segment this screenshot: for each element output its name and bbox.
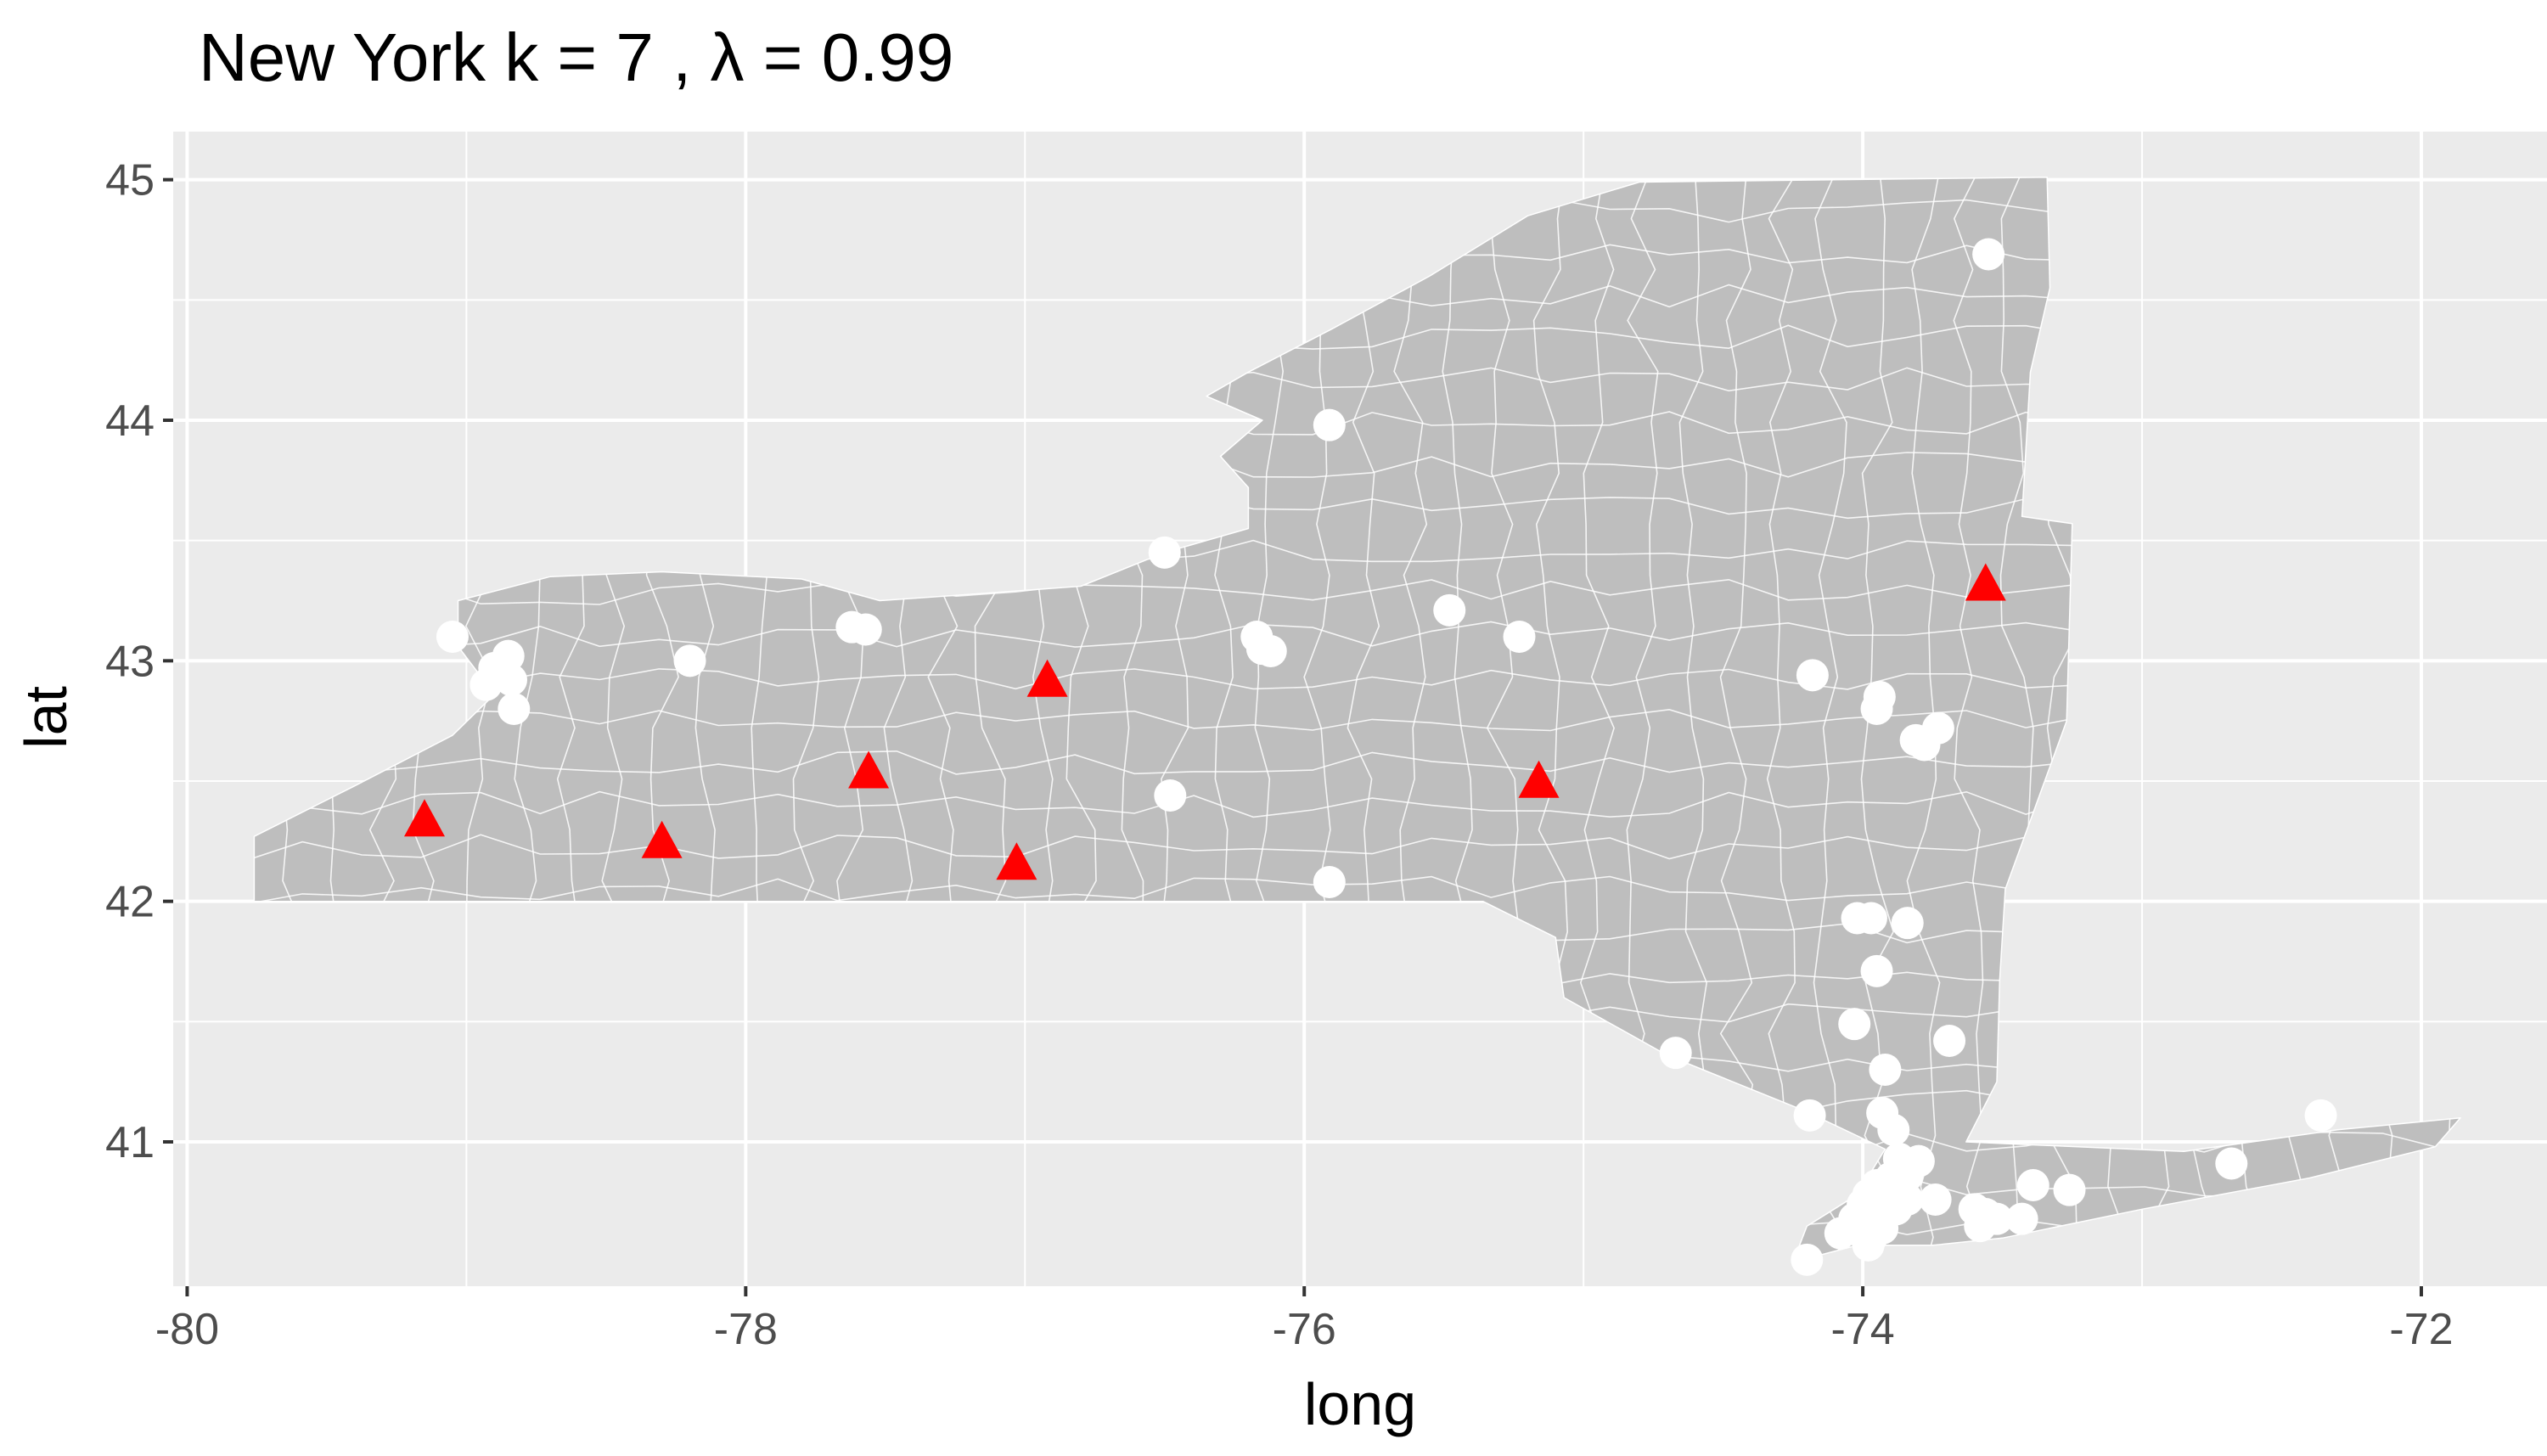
y-tick-label: 44 <box>105 396 155 446</box>
site-point <box>469 668 503 701</box>
site-point <box>1659 1037 1692 1070</box>
center-triangle <box>848 750 890 789</box>
site-point <box>673 644 706 677</box>
x-tick-label: -76 <box>1273 1305 1336 1354</box>
axis-ticks <box>163 177 2423 1296</box>
subdivision-line <box>1813 177 1847 1262</box>
x-axis-title: long <box>1304 1371 1416 1437</box>
site-point <box>1891 1183 1924 1216</box>
site-point <box>2053 1173 2086 1206</box>
center-triangle <box>1965 563 2006 601</box>
site-point <box>2005 1202 2038 1235</box>
site-point <box>1908 728 1941 762</box>
site-point <box>1919 1183 1952 1216</box>
site-point <box>1838 1008 1871 1041</box>
center-triangle <box>996 842 1037 880</box>
site-point <box>1240 621 1274 653</box>
subdivision-line <box>1766 177 1801 1262</box>
center-triangle <box>1518 760 1560 798</box>
site-point <box>495 664 528 696</box>
site-point <box>2016 1169 2049 1201</box>
site-point <box>1313 866 1346 898</box>
y-tick-label: 42 <box>105 878 155 927</box>
site-point <box>1891 907 1924 940</box>
site-point <box>1503 621 1536 653</box>
site-point <box>1824 1217 1857 1250</box>
site-point <box>1793 1099 1826 1132</box>
x-tick-label: -74 <box>1831 1305 1895 1354</box>
site-point <box>2304 1099 2337 1132</box>
site-point <box>1891 1159 1924 1192</box>
site-point <box>1869 1054 1902 1086</box>
site-point <box>1933 1025 1966 1057</box>
site-point <box>1313 408 1346 441</box>
y-tick-label: 45 <box>105 156 155 205</box>
x-tick-label: -72 <box>2389 1305 2453 1354</box>
site-point <box>498 693 531 725</box>
site-point <box>1877 1113 1910 1146</box>
site-points <box>436 238 2337 1276</box>
site-point <box>1154 779 1187 812</box>
center-triangle <box>1026 659 1068 697</box>
site-point <box>1972 238 2005 271</box>
site-point <box>1860 693 1893 725</box>
site-point <box>1796 659 1829 692</box>
y-tick-label: 43 <box>105 637 155 686</box>
x-tick-label: -78 <box>714 1305 778 1354</box>
x-tick-label: -80 <box>155 1305 219 1354</box>
axis-tick-labels: -80 -78 -76 -74 -72 41 42 43 44 45 <box>105 156 2453 1354</box>
subdivision-line <box>1953 177 1986 1262</box>
site-point <box>1860 954 1893 987</box>
site-point <box>1980 1202 2013 1235</box>
y-tick-label: 41 <box>105 1118 155 1167</box>
site-point <box>1854 902 1887 935</box>
site-point <box>436 621 469 653</box>
site-point <box>1852 1228 1885 1262</box>
chart-title: New York k = 7 , λ = 0.99 <box>199 20 953 95</box>
site-point <box>2215 1147 2248 1180</box>
center-triangle <box>641 820 683 858</box>
y-axis-title: lat <box>13 686 79 749</box>
site-point <box>1791 1243 1824 1276</box>
center-triangle <box>404 799 445 837</box>
site-point <box>1148 536 1181 569</box>
site-point <box>1433 593 1466 627</box>
center-points <box>404 563 2006 880</box>
site-point <box>835 610 869 644</box>
